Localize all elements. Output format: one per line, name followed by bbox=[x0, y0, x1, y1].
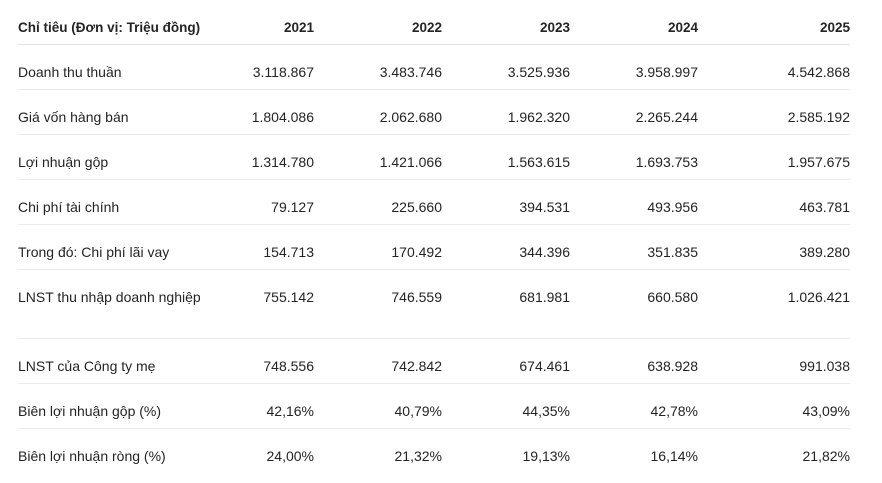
header-row: Chỉ tiêu (Đơn vị: Triệu đồng) 2021 2022 … bbox=[18, 0, 850, 45]
table-cell: 742.842 bbox=[314, 338, 442, 384]
table-cell: 42,16% bbox=[218, 383, 314, 429]
row-label: Lợi nhuận gộp bbox=[18, 134, 218, 180]
table-cell: 3.118.867 bbox=[218, 44, 314, 90]
table-cell: 681.981 bbox=[442, 269, 570, 339]
row-label: LNST thu nhập doanh nghiệp bbox=[18, 269, 218, 339]
table-cell: 1.804.086 bbox=[218, 89, 314, 135]
row-label: Giá vốn hàng bán bbox=[18, 89, 218, 135]
table-row: Doanh thu thuần 3.118.867 3.483.746 3.52… bbox=[18, 44, 850, 90]
row-label: Biên lợi nhuận gộp (%) bbox=[18, 383, 218, 429]
table-cell: 154.713 bbox=[218, 224, 314, 270]
table-row: Chi phí tài chính 79.127 225.660 394.531… bbox=[18, 179, 850, 225]
table-row: Lợi nhuận gộp 1.314.780 1.421.066 1.563.… bbox=[18, 134, 850, 180]
table-cell: 2.062.680 bbox=[314, 89, 442, 135]
table-cell: 79.127 bbox=[218, 179, 314, 225]
table-cell: 1.421.066 bbox=[314, 134, 442, 180]
table-cell: 225.660 bbox=[314, 179, 442, 225]
table-cell: 991.038 bbox=[698, 338, 850, 384]
table-cell: 344.396 bbox=[442, 224, 570, 270]
table-cell: 660.580 bbox=[570, 269, 698, 339]
row-label: Trong đó: Chi phí lãi vay bbox=[18, 224, 218, 270]
table-cell: 746.559 bbox=[314, 269, 442, 339]
table-row: LNST thu nhập doanh nghiệp 755.142 746.5… bbox=[18, 269, 850, 339]
table-cell: 19,13% bbox=[522, 447, 570, 464]
table-cell: 170.492 bbox=[314, 224, 442, 270]
table-body: Doanh thu thuần 3.118.867 3.483.746 3.52… bbox=[18, 44, 850, 473]
table-cell: 3.483.746 bbox=[314, 44, 442, 90]
table-cell: 748.556 bbox=[218, 338, 314, 384]
table-header: Chỉ tiêu (Đơn vị: Triệu đồng) 2021 2022 … bbox=[18, 0, 850, 45]
table-cell: 638.928 bbox=[570, 338, 698, 384]
table-cell: 493.956 bbox=[570, 179, 698, 225]
row-label: Biên lợi nhuận ròng (%) bbox=[18, 447, 166, 464]
table-cell: 21,32% bbox=[394, 447, 442, 464]
table-cell: 2.585.192 bbox=[698, 89, 850, 135]
table-cell: 44,35% bbox=[442, 383, 570, 429]
table-cell: 1.314.780 bbox=[218, 134, 314, 180]
table-cell: 351.835 bbox=[570, 224, 698, 270]
table-cell: 394.531 bbox=[442, 179, 570, 225]
table-cell: 42,78% bbox=[570, 383, 698, 429]
header-year-2024: 2024 bbox=[570, 0, 698, 45]
table-cell: 674.461 bbox=[442, 338, 570, 384]
table-row: LNST của Công ty mẹ 748.556 742.842 674.… bbox=[18, 338, 850, 384]
table-row: Biên lợi nhuận gộp (%) 42,16% 40,79% 44,… bbox=[18, 383, 850, 429]
table-cell: 1.957.675 bbox=[698, 134, 850, 180]
table-cell: 1.563.615 bbox=[442, 134, 570, 180]
table-cell: 43,09% bbox=[698, 383, 850, 429]
table-cell: 24,00% bbox=[266, 447, 314, 464]
table-row: Trong đó: Chi phí lãi vay 154.713 170.49… bbox=[18, 224, 850, 270]
table-cell: 3.525.936 bbox=[442, 44, 570, 90]
table-cell: 40,79% bbox=[314, 383, 442, 429]
table-row: Biên lợi nhuận ròng (%) 24,00% 21,32% 19… bbox=[18, 428, 850, 473]
row-label: LNST của Công ty mẹ bbox=[18, 338, 218, 384]
table-cell: 1.693.753 bbox=[570, 134, 698, 180]
table-cell: 389.280 bbox=[698, 224, 850, 270]
table-cell: 2.265.244 bbox=[570, 89, 698, 135]
table-cell: 3.958.997 bbox=[570, 44, 698, 90]
header-year-2023: 2023 bbox=[442, 0, 570, 45]
table-cell: 463.781 bbox=[698, 179, 850, 225]
row-label: Chi phí tài chính bbox=[18, 179, 218, 225]
header-year-2025: 2025 bbox=[698, 0, 850, 45]
header-year-2022: 2022 bbox=[314, 0, 442, 45]
header-year-2021: 2021 bbox=[218, 0, 314, 45]
table-cell: 21,82% bbox=[802, 447, 850, 464]
financial-table: Chỉ tiêu (Đơn vị: Triệu đồng) 2021 2022 … bbox=[18, 0, 850, 473]
table-cell: 4.542.868 bbox=[698, 44, 850, 90]
row-label: Doanh thu thuần bbox=[18, 44, 218, 90]
header-indicator-label: Chỉ tiêu (Đơn vị: Triệu đồng) bbox=[18, 0, 218, 45]
table-cell: 1.026.421 bbox=[698, 269, 850, 339]
table-cell: 16,14% bbox=[650, 447, 698, 464]
table-row: Giá vốn hàng bán 1.804.086 2.062.680 1.9… bbox=[18, 89, 850, 135]
financial-table-container: Chỉ tiêu (Đơn vị: Triệu đồng) 2021 2022 … bbox=[18, 0, 850, 473]
table-cell: 1.962.320 bbox=[442, 89, 570, 135]
table-cell: 755.142 bbox=[218, 269, 314, 339]
